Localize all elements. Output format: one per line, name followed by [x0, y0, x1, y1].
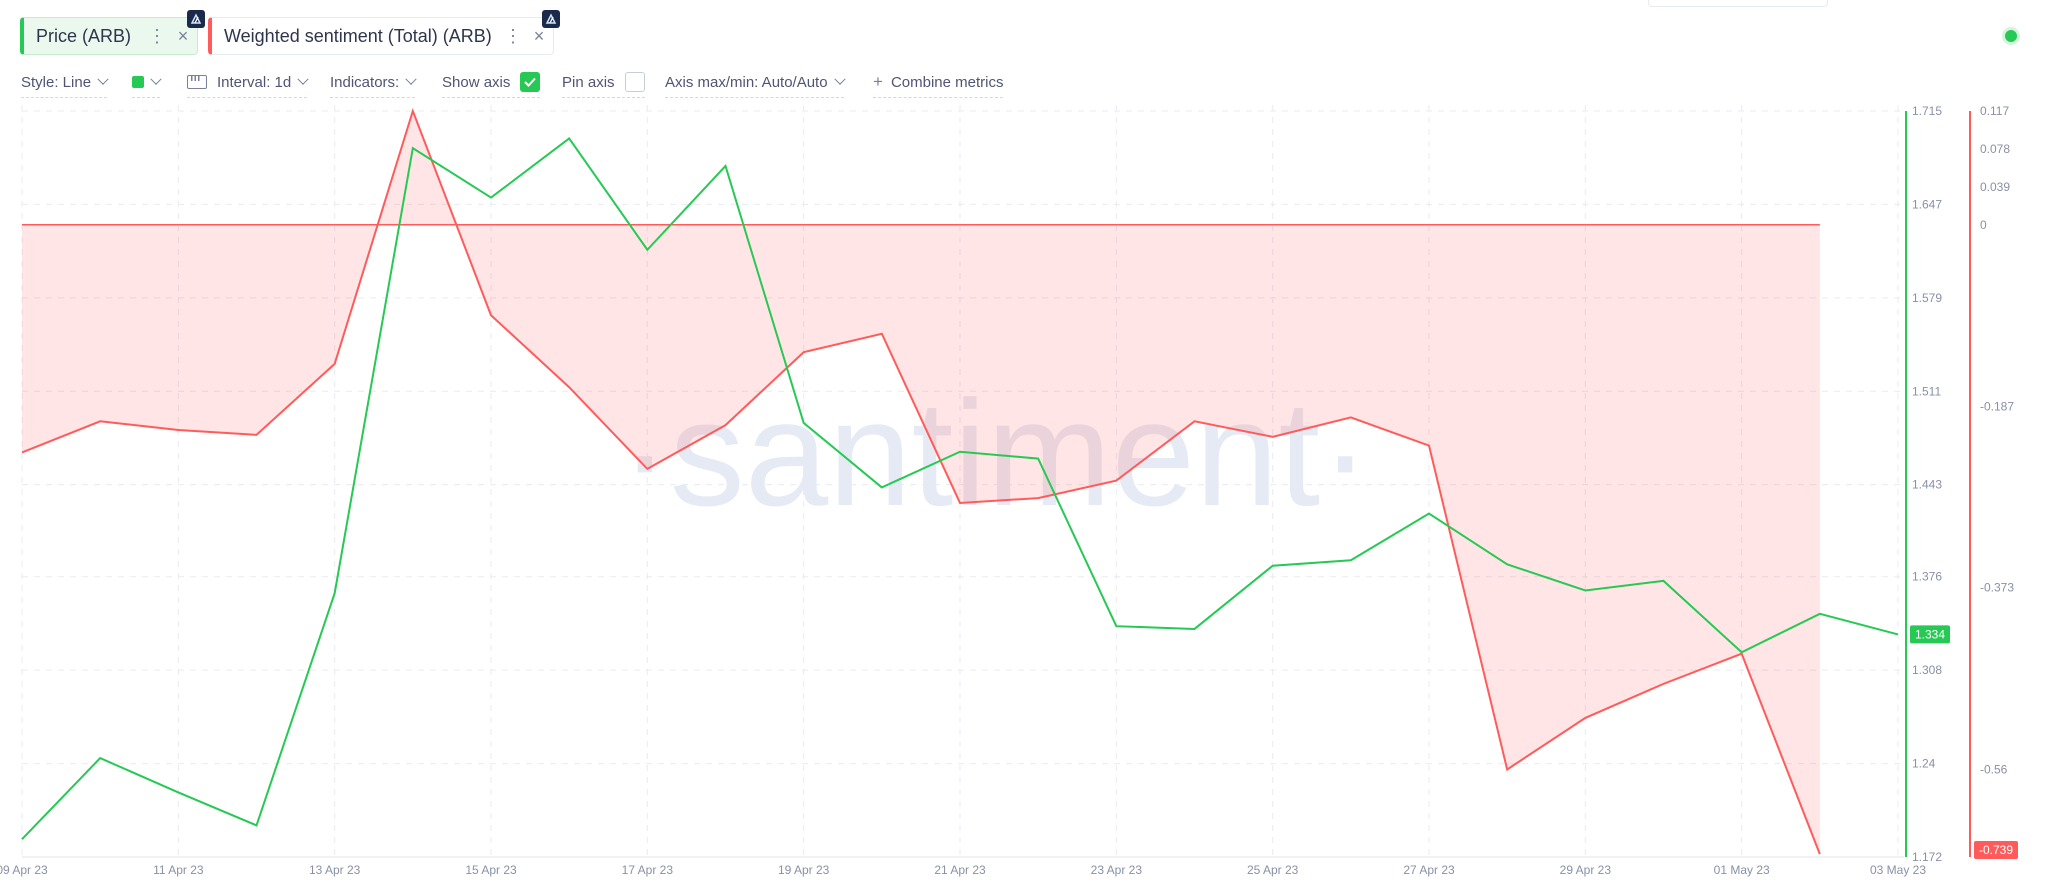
- y-tick-label-price: 1.172: [1912, 850, 1942, 864]
- show-axis-toggle[interactable]: Show axis: [442, 70, 541, 98]
- axis-minmax-dropdown[interactable]: Axis max/min: Auto/Auto: [665, 70, 846, 98]
- interval-label: Interval: 1d: [217, 73, 292, 91]
- price-last-value-label: 1.334: [1915, 627, 1945, 641]
- x-tick-label: 01 May 23: [1714, 863, 1770, 877]
- y-tick-label-price: 1.579: [1912, 291, 1942, 305]
- x-tick-label: 27 Apr 23: [1403, 863, 1455, 877]
- arbitrum-icon: [542, 10, 560, 28]
- checkbox-checked[interactable]: [520, 72, 541, 92]
- y-tick-label-price: 1.715: [1912, 104, 1942, 118]
- sentiment-last-value-label: -0.739: [1979, 843, 2013, 857]
- metric-tag-sentiment[interactable]: Weighted sentiment (Total) (ARB) ⋮ ×: [208, 17, 554, 55]
- plus-icon: +: [873, 72, 883, 91]
- x-tick-label: 11 Apr 23: [153, 863, 204, 877]
- y-tick-label-price: 1.511: [1912, 384, 1941, 398]
- x-tick-label: 23 Apr 23: [1091, 863, 1143, 877]
- x-tick-label: 13 Apr 23: [309, 863, 361, 877]
- x-tick-label: 03 May 23: [1870, 863, 1926, 877]
- x-tick-label: 29 Apr 23: [1560, 863, 1612, 877]
- y-tick-label-sentiment: 0.117: [1980, 104, 2009, 118]
- metric-label: Price (ARB): [36, 25, 132, 46]
- combine-metrics-button[interactable]: + Combine metrics: [873, 70, 1004, 98]
- checkbox-unchecked[interactable]: [624, 72, 645, 92]
- y-tick-label-sentiment: 0.078: [1980, 142, 2010, 156]
- y-tick-label-sentiment: -0.187: [1980, 400, 2014, 414]
- y-tick-label-sentiment: 0: [1980, 218, 1987, 232]
- combine-metrics-label: Combine metrics: [890, 73, 1004, 91]
- pin-axis-label: Pin axis: [562, 73, 615, 91]
- more-vertical-icon[interactable]: ⋮: [148, 25, 166, 46]
- axis-minmax-label: Axis max/min: Auto/Auto: [665, 73, 828, 91]
- style-dropdown[interactable]: Style: Line: [21, 70, 109, 98]
- show-axis-label: Show axis: [442, 73, 511, 91]
- watermark: ·santiment·: [620, 369, 1370, 537]
- y-tick-label-price: 1.308: [1912, 663, 1942, 677]
- status-indicator: [2005, 30, 2017, 42]
- color-swatch: [132, 76, 144, 88]
- metric-tag-price[interactable]: Price (ARB) ⋮ ×: [20, 17, 198, 55]
- price-last-value-badge: [1910, 625, 1950, 644]
- y-tick-label-sentiment: 0.039: [1980, 180, 2010, 194]
- indicators-dropdown[interactable]: Indicators:: [330, 70, 417, 98]
- price-line: [21, 137, 1899, 840]
- x-tick-label: 15 Apr 23: [465, 863, 517, 877]
- top-right-control[interactable]: [1648, 0, 1828, 7]
- more-vertical-icon[interactable]: ⋮: [504, 25, 522, 46]
- arbitrum-icon: [187, 10, 205, 28]
- x-tick-label: 25 Apr 23: [1247, 863, 1299, 877]
- x-tick-label: 09 Apr 23: [0, 863, 48, 877]
- close-icon[interactable]: ×: [533, 25, 545, 46]
- y-tick-label-sentiment: -0.373: [1980, 581, 2014, 595]
- sentiment-area: [22, 111, 1820, 855]
- interval-dropdown[interactable]: Interval: 1d: [187, 70, 309, 98]
- x-tick-label: 17 Apr 23: [622, 863, 674, 877]
- style-label: Style: Line: [21, 73, 92, 91]
- metric-label: Weighted sentiment (Total) (ARB): [224, 25, 492, 46]
- indicators-label: Indicators:: [330, 73, 400, 91]
- x-tick-label: 19 Apr 23: [778, 863, 830, 877]
- sentiment-line: [21, 107, 1821, 855]
- y-tick-label-sentiment: -0.56: [1980, 762, 2008, 776]
- ruler-icon: [187, 75, 207, 89]
- y-tick-label-price: 1.376: [1912, 570, 1942, 584]
- pin-axis-toggle[interactable]: Pin axis: [562, 70, 645, 98]
- x-tick-label: 21 Apr 23: [934, 863, 986, 877]
- close-icon[interactable]: ×: [177, 25, 189, 46]
- color-picker[interactable]: [132, 70, 162, 98]
- chart-toolbar: Style: Line Interval: 1d Indicators: Sho…: [0, 70, 1100, 98]
- y-tick-label-price: 1.647: [1912, 197, 1942, 211]
- sentiment-last-value-badge: [1974, 841, 2018, 859]
- y-tick-label-price: 1.443: [1912, 478, 1942, 492]
- y-tick-label-price: 1.24: [1912, 757, 1936, 771]
